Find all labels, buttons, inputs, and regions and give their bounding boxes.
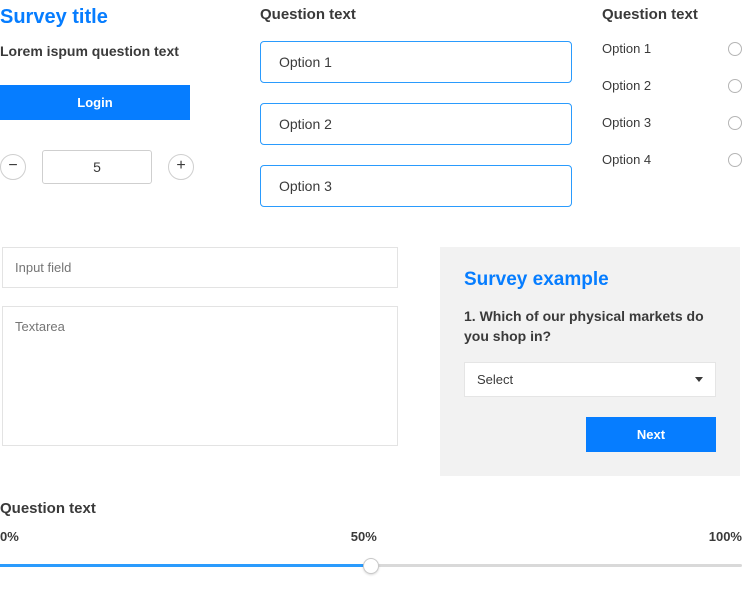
radio-circle-icon bbox=[728, 153, 742, 167]
survey-card-question: 1. Which of our physical markets do you … bbox=[464, 307, 716, 346]
quantity-stepper: − 5 + bbox=[0, 150, 230, 184]
stepper-minus-button[interactable]: − bbox=[0, 154, 26, 180]
slider-heading: Question text bbox=[0, 500, 742, 517]
survey-title: Survey title bbox=[0, 6, 230, 29]
slider-thumb[interactable] bbox=[363, 558, 379, 574]
stepper-plus-button[interactable]: + bbox=[168, 154, 194, 180]
radio-item[interactable]: Option 4 bbox=[602, 152, 742, 167]
radio-circle-icon bbox=[728, 42, 742, 56]
survey-card-title: Survey example bbox=[464, 269, 716, 291]
survey-example-card: Survey example 1. Which of our physical … bbox=[440, 247, 740, 476]
slider[interactable] bbox=[0, 564, 742, 567]
slider-max-label: 100% bbox=[709, 529, 742, 544]
select-dropdown[interactable]: Select bbox=[464, 362, 716, 397]
radio-label: Option 4 bbox=[602, 152, 651, 167]
slider-min-label: 0% bbox=[0, 529, 19, 544]
radio-item[interactable]: Option 3 bbox=[602, 115, 742, 130]
radio-item[interactable]: Option 2 bbox=[602, 78, 742, 93]
radio-circle-icon bbox=[728, 79, 742, 93]
radio-label: Option 3 bbox=[602, 115, 651, 130]
radio-circle-icon bbox=[728, 116, 742, 130]
radio-label: Option 1 bbox=[602, 41, 651, 56]
option-item[interactable]: Option 2 bbox=[260, 103, 572, 145]
slider-fill bbox=[0, 564, 371, 567]
option-item[interactable]: Option 3 bbox=[260, 165, 572, 207]
options-heading: Question text bbox=[260, 6, 572, 23]
textarea-input[interactable] bbox=[2, 306, 398, 446]
radio-heading: Question text bbox=[602, 6, 742, 23]
stepper-value[interactable]: 5 bbox=[42, 150, 152, 184]
option-item[interactable]: Option 1 bbox=[260, 41, 572, 83]
radio-label: Option 2 bbox=[602, 78, 651, 93]
slider-mid-label: 50% bbox=[351, 529, 377, 544]
login-button[interactable]: Login bbox=[0, 85, 190, 120]
slider-tick-labels: 0% 50% 100% bbox=[0, 529, 742, 544]
survey-subtext: Lorem ispum question text bbox=[0, 43, 230, 59]
caret-down-icon bbox=[695, 377, 703, 382]
text-input[interactable] bbox=[2, 247, 398, 288]
radio-item[interactable]: Option 1 bbox=[602, 41, 742, 56]
next-button[interactable]: Next bbox=[586, 417, 716, 452]
select-label: Select bbox=[477, 372, 513, 387]
